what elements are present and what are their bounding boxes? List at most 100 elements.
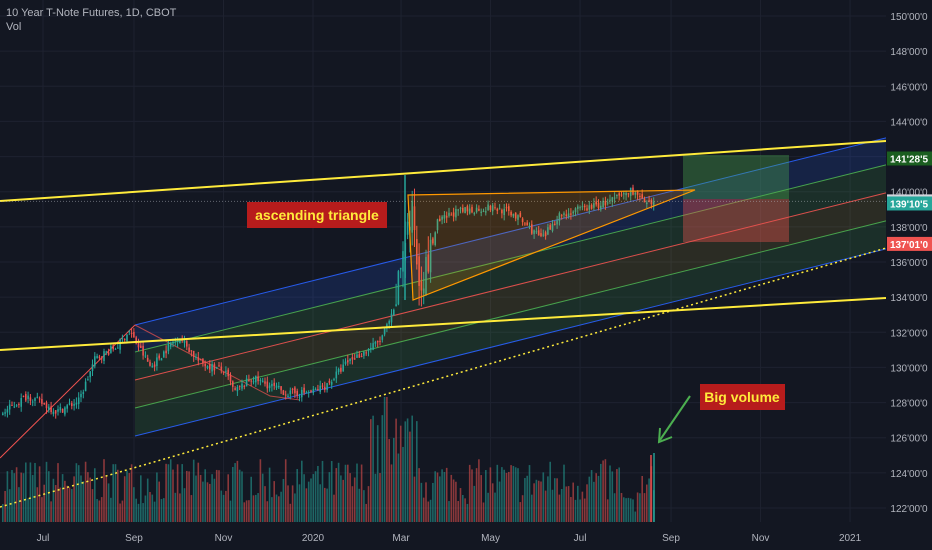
- volume-bar: [356, 463, 358, 522]
- candle-body: [556, 220, 558, 225]
- volume-bar: [473, 485, 476, 522]
- volume-bar: [158, 481, 160, 522]
- candle-body: [123, 339, 126, 341]
- candle-body: [531, 224, 533, 234]
- volume-bar: [206, 482, 209, 522]
- candle-body: [526, 222, 528, 226]
- volume-bar: [547, 476, 549, 522]
- candle-body: [491, 205, 494, 212]
- candle-body: [41, 399, 43, 404]
- volume-bar: [508, 471, 510, 522]
- volume-indicator-label[interactable]: Vol: [6, 21, 22, 33]
- time-tick-label: 2020: [302, 533, 325, 544]
- candle-body: [264, 381, 266, 384]
- candle-body: [606, 202, 609, 204]
- candle-body: [459, 207, 462, 209]
- candle-body: [248, 379, 250, 382]
- volume-bar: [554, 478, 556, 522]
- candle-body: [195, 356, 197, 359]
- symbol-title[interactable]: 10 Year T-Note Futures, 1D, CBOT: [6, 7, 177, 19]
- volume-bar: [399, 425, 402, 522]
- volume-bar: [648, 478, 650, 522]
- candle-body: [528, 225, 531, 228]
- time-axis[interactable]: Jul Sep Nov 2020 Mar May Jul Sep Nov 2021: [0, 528, 886, 550]
- candle-body: [156, 357, 158, 366]
- volume-bar: [445, 467, 448, 522]
- volume-bar: [333, 494, 335, 522]
- candle-body: [648, 200, 650, 202]
- candle-body: [199, 358, 202, 360]
- volume-bar: [514, 467, 517, 522]
- volume-bar: [340, 475, 342, 522]
- price-tick-label: 138'00'0: [890, 223, 928, 234]
- time-tick-label: Mar: [392, 533, 410, 544]
- candle-body: [413, 206, 416, 231]
- candle-body: [324, 386, 326, 390]
- volume-bar: [409, 431, 411, 522]
- volume-bar: [521, 495, 524, 522]
- candle-body: [250, 380, 252, 382]
- candle-body: [572, 211, 574, 214]
- candle-body: [650, 199, 653, 205]
- candle-body: [577, 206, 579, 209]
- channel-line: [134, 220, 887, 409]
- candle-body: [163, 351, 165, 358]
- volume-bar: [91, 489, 94, 522]
- candle-body: [232, 381, 234, 387]
- candle-body: [151, 365, 154, 368]
- channel-band: [135, 192, 886, 408]
- price-tick-label: 136'00'0: [890, 258, 928, 269]
- candle-body: [549, 225, 551, 230]
- volume-bar: [413, 476, 416, 522]
- candle-body: [282, 390, 285, 395]
- volume-bar: [94, 468, 96, 522]
- candle-body: [363, 351, 365, 356]
- volume-bar: [558, 494, 561, 522]
- volume-bar: [96, 499, 98, 522]
- volume-bar: [370, 419, 372, 522]
- volume-bar: [66, 485, 68, 522]
- candle-body: [77, 397, 80, 405]
- volume-bar: [8, 489, 11, 522]
- time-tick-label: Jul: [574, 533, 587, 544]
- candle-body: [227, 369, 229, 377]
- candle-body: [411, 200, 413, 233]
- candle-body: [333, 378, 335, 380]
- price-tag: 137'01'0: [890, 240, 929, 251]
- candle-body: [105, 351, 108, 353]
- candle-body: [623, 193, 625, 195]
- candle-body: [602, 200, 604, 208]
- candle-body: [268, 385, 271, 388]
- candle-body: [351, 357, 354, 360]
- volume-bar: [416, 421, 418, 522]
- volume-bar: [314, 471, 317, 522]
- volume-bar: [77, 465, 80, 522]
- candle-body: [149, 361, 151, 366]
- volume-bar: [73, 476, 75, 522]
- candle-body: [57, 409, 59, 412]
- volume-bar: [45, 461, 48, 522]
- candle-body: [643, 199, 646, 203]
- volume-bar: [257, 493, 259, 522]
- candle-body: [259, 379, 262, 381]
- candle-body: [158, 355, 160, 359]
- volume-bar: [616, 469, 618, 522]
- volume-bar: [549, 461, 551, 522]
- volume-bar: [482, 502, 485, 522]
- candle-body: [271, 383, 273, 387]
- candle-body: [222, 371, 225, 373]
- candle-body: [192, 350, 195, 357]
- candle-body: [238, 385, 241, 387]
- volume-bar: [588, 476, 591, 522]
- volume-bar: [321, 460, 324, 522]
- candle-body: [6, 409, 9, 413]
- candle-body: [326, 383, 328, 390]
- candle-body: [107, 352, 110, 355]
- volume-bar: [140, 475, 142, 522]
- price-axis[interactable]: 150'00'0148'00'0146'00'0144'00'0142'00'0…: [886, 0, 932, 550]
- volume-bar: [551, 489, 554, 522]
- candle-body: [422, 288, 425, 294]
- volume-bar: [593, 481, 595, 522]
- volume-bar: [512, 465, 515, 522]
